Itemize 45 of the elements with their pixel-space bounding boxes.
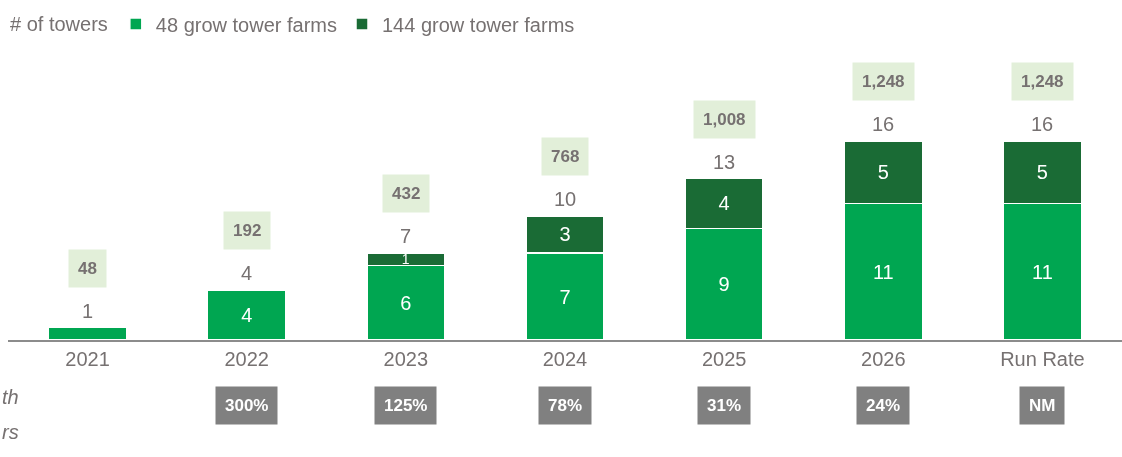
x-tick-label: 2022 [224, 348, 269, 370]
text: 1,008 [703, 110, 746, 129]
total-label: 1 [82, 300, 94, 322]
annotation: 48 [78, 259, 97, 278]
legend-label: 48 grow tower farms [155, 13, 337, 36]
data-label: 4 [718, 192, 730, 215]
x-tick-label: 2025 [701, 348, 747, 370]
data-label: 11 [1032, 260, 1053, 283]
x-tick-label: 2024 [542, 348, 588, 370]
legend-title: # of towers [10, 12, 108, 35]
total-label: 4 [241, 262, 253, 284]
text: 1,248 [862, 72, 905, 91]
bar [47, 326, 128, 340]
text: 1,248 [1021, 72, 1064, 91]
bar [206, 289, 287, 340]
data-label: 5 [1036, 161, 1048, 184]
total-label: 16 [1031, 113, 1054, 135]
x-tick-label: Run Rate [1000, 348, 1085, 370]
data-label: 1 [401, 251, 410, 268]
data-label: 5 [877, 161, 889, 184]
text: rs [2, 421, 19, 443]
total-label: 10 [554, 188, 577, 210]
annotation: 768 [551, 147, 580, 166]
x-tick-label: 2026 [861, 348, 906, 370]
x-tick-label: 2021 [65, 348, 110, 370]
text: 125% [384, 396, 428, 415]
total-label: 16 [872, 113, 895, 135]
total-label: 7 [400, 225, 412, 247]
data-label: 9 [718, 273, 730, 296]
text: th [2, 386, 19, 408]
legend-label: 144 grow tower farms [382, 13, 575, 36]
x-tick-label: 2023 [383, 348, 429, 370]
text: 31% [707, 396, 742, 415]
text: 24% [866, 396, 901, 415]
annotation: 192 [233, 221, 262, 240]
data-label: 4 [241, 304, 253, 327]
annotation: 432 [392, 184, 421, 203]
data-label: 3 [559, 223, 571, 246]
text: 78% [548, 396, 583, 415]
total-label: 13 [713, 151, 736, 173]
data-label: 7 [559, 285, 571, 308]
text: 300% [225, 396, 269, 415]
data-label: 6 [400, 291, 412, 314]
text: NM [1029, 396, 1056, 415]
data-label: 11 [872, 260, 894, 283]
